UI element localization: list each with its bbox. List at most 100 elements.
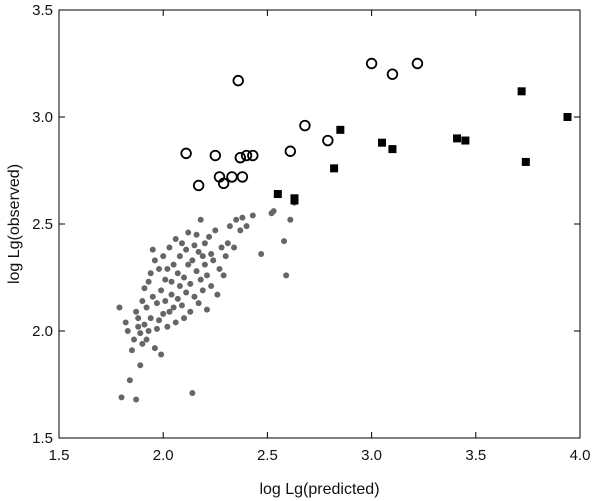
y-tick-label: 2.0 xyxy=(32,323,53,340)
gray-dot-point xyxy=(189,390,196,397)
open-circle-point xyxy=(299,119,311,132)
gray-dot-point xyxy=(185,229,192,236)
gray-dot-point xyxy=(201,240,208,247)
gray-dot-point xyxy=(162,298,169,305)
gray-dot-point xyxy=(141,285,148,292)
gray-dot-point xyxy=(199,287,206,294)
gray-dot-point xyxy=(243,223,250,230)
x-tick-label: 2.5 xyxy=(257,447,278,464)
gray-dot-point xyxy=(281,238,288,245)
gray-dot-point xyxy=(143,304,150,311)
gray-dot-point xyxy=(139,340,146,347)
gray-dot-point xyxy=(249,212,256,219)
gray-dot-point xyxy=(206,233,213,240)
plot-frame xyxy=(58,9,581,439)
gray-dot-point xyxy=(183,246,190,253)
gray-dot-point xyxy=(170,304,177,311)
open-circle-point xyxy=(226,171,238,183)
filled-square-point xyxy=(388,145,397,154)
gray-dot-point xyxy=(270,208,277,215)
gray-dot-point xyxy=(118,394,125,401)
filled-square-point xyxy=(378,138,387,147)
gray-dot-point xyxy=(178,302,185,309)
filled-square-point xyxy=(273,190,282,199)
gray-dot-point xyxy=(201,261,208,268)
gray-dot-point xyxy=(181,274,188,281)
gray-dot-point xyxy=(231,244,238,251)
gray-dot-point xyxy=(199,253,206,260)
x-tick-label: 3.0 xyxy=(361,447,382,464)
gray-dot-point xyxy=(226,223,233,230)
filled-square-point xyxy=(563,113,572,121)
gray-dot-point xyxy=(224,240,231,247)
gray-dot-point xyxy=(191,293,198,300)
gray-dot-point xyxy=(210,257,217,264)
gray-dot-point xyxy=(116,304,123,311)
filled-square-point xyxy=(521,157,530,166)
gray-dot-point xyxy=(193,231,200,238)
gray-dot-point xyxy=(149,293,156,300)
gray-dot-point xyxy=(122,319,129,326)
gray-dot-point xyxy=(149,246,156,253)
open-circle-point xyxy=(217,177,230,190)
gray-dot-point xyxy=(283,272,290,279)
filled-square-point xyxy=(336,125,345,134)
filled-square-point xyxy=(517,87,526,96)
gray-dot-point xyxy=(145,328,152,334)
gray-dot-point xyxy=(135,323,142,330)
gray-dot-point xyxy=(162,276,169,283)
gray-dot-point xyxy=(191,242,198,249)
gray-dot-point xyxy=(143,336,150,343)
open-circle-point xyxy=(236,171,249,183)
x-tick-label: 2.0 xyxy=(153,447,174,464)
gray-dot-point xyxy=(126,377,133,384)
filled-square-point xyxy=(461,136,470,145)
y-tick-label: 2.5 xyxy=(32,216,53,233)
filled-square-point xyxy=(453,134,462,143)
gray-dot-point xyxy=(174,270,181,277)
open-circle-point xyxy=(365,57,378,70)
gray-dot-point xyxy=(187,308,194,315)
gray-dot-point xyxy=(222,253,229,260)
gray-dot-point xyxy=(176,283,183,290)
gray-dot-point xyxy=(166,308,173,315)
gray-dot-point xyxy=(239,214,246,221)
gray-dot-point xyxy=(131,336,138,343)
gray-dot-point xyxy=(197,216,204,223)
y-tick-label: 1.5 xyxy=(32,430,53,447)
gray-dot-point xyxy=(220,272,227,279)
gray-dot-point xyxy=(237,227,244,234)
gray-dot-point xyxy=(160,310,167,317)
open-circle-point xyxy=(209,149,222,162)
gray-dot-point xyxy=(176,253,183,260)
open-circle-point xyxy=(411,57,424,70)
gray-dot-point xyxy=(156,265,163,272)
gray-dot-point xyxy=(178,240,185,247)
gray-dot-point xyxy=(151,345,158,352)
open-circle-point xyxy=(192,179,205,192)
gray-dot-point xyxy=(168,278,175,285)
gray-dot-point xyxy=(160,253,167,260)
gray-dot-point xyxy=(189,257,196,264)
gray-dot-point xyxy=(164,323,171,330)
y-tick-label: 3.0 xyxy=(32,109,53,126)
gray-dot-point xyxy=(128,347,135,354)
gray-dot-point xyxy=(195,248,202,255)
gray-dot-point xyxy=(214,291,221,298)
gray-dot-point xyxy=(193,268,200,275)
gray-dot-point xyxy=(172,319,179,326)
tick-labels: 1.5 2.0 2.5 3.0 3.5 4.0 1.5 2.0 2.5 3.0 3.5 xyxy=(32,2,590,464)
y-axis-label: log Lg(observed) xyxy=(6,164,23,284)
gray-dot-point xyxy=(139,298,146,305)
open-circle-point xyxy=(240,149,253,162)
gray-dot-point xyxy=(137,330,144,337)
gray-dot-point xyxy=(187,280,194,287)
gray-dot-point xyxy=(164,265,171,272)
gray-dot-point xyxy=(133,308,140,315)
filled-square-point xyxy=(330,164,339,173)
open-circle-point xyxy=(247,149,259,162)
y-tick-label: 3.5 xyxy=(32,2,53,19)
gray-dot-point xyxy=(174,295,181,302)
gray-dot-point xyxy=(137,362,144,369)
axis-ticks xyxy=(58,9,581,439)
